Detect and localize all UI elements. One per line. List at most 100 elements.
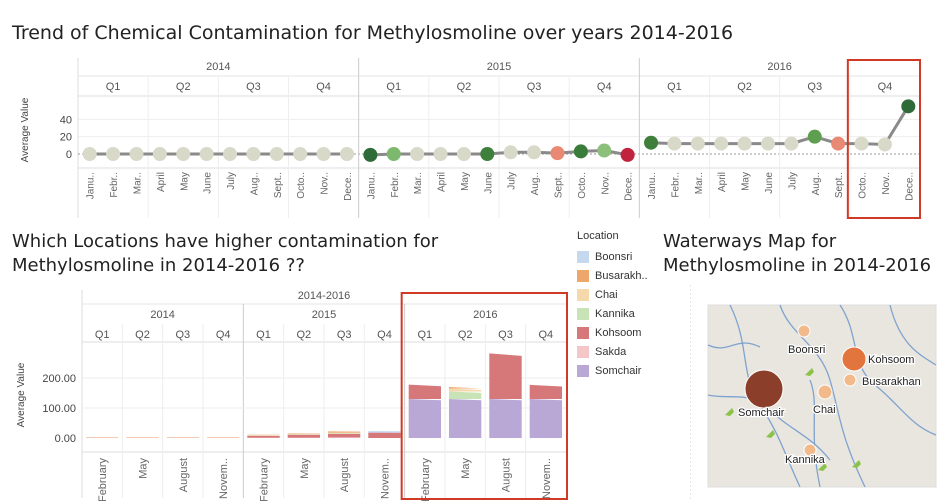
- quarter-label: Q1: [256, 329, 271, 341]
- data-point: [363, 147, 378, 162]
- legend-title: Location: [577, 230, 619, 242]
- x-tick-label: Nov..: [320, 172, 331, 195]
- x-tick-label: April: [156, 172, 167, 192]
- x-tick-label: Sept..: [554, 172, 565, 198]
- data-point: [760, 136, 775, 151]
- area-segment: [287, 433, 320, 435]
- data-point: [644, 135, 659, 150]
- legend-label: Boonsri: [595, 251, 633, 264]
- quarter-label: Q4: [538, 329, 553, 341]
- year-label: 2014: [206, 61, 230, 73]
- x-tick-label: June: [764, 172, 775, 194]
- data-point: [737, 136, 752, 151]
- quarter-label: Q3: [498, 329, 513, 341]
- data-point: [106, 147, 121, 161]
- quarter-label: Q2: [176, 81, 191, 93]
- y-tick-label: 40: [60, 114, 72, 126]
- area-segment: [449, 391, 482, 399]
- data-point: [386, 147, 401, 161]
- x-tick-label: Aug..: [249, 172, 260, 195]
- x-tick-label: May: [299, 458, 311, 479]
- sensor-marker: [766, 430, 775, 438]
- x-tick-label: May: [179, 172, 190, 191]
- year-label: 2014: [150, 309, 174, 321]
- location-bubble: [744, 369, 784, 409]
- quarter-label: Q3: [807, 81, 822, 93]
- x-tick-label: Aug..: [811, 172, 822, 195]
- location-bubble: [843, 373, 857, 387]
- legend-swatch: [577, 308, 589, 321]
- x-tick-label: Febr..: [390, 172, 401, 198]
- area-segment: [247, 435, 280, 438]
- x-tick-label: Nov..: [881, 172, 892, 195]
- legend-item[interactable]: Busarakh..: [577, 269, 648, 285]
- legend-label: Chai: [595, 289, 618, 302]
- x-tick-label: Dece..: [624, 172, 635, 201]
- y-tick-label: 200.00: [42, 373, 76, 385]
- map-title: Waterways Map for Methylosmoline in 2014…: [663, 231, 932, 276]
- area-segment: [408, 399, 441, 438]
- locations-area-chart: 2014-2016 2014 Q1 Q2 Q3 Q4 2015 Q1 Q2 Q3 Q4 2016 Q1 Q…: [16, 290, 568, 501]
- location-label: Somchair: [738, 407, 785, 419]
- data-point: [550, 146, 565, 161]
- x-tick-label: August: [501, 458, 513, 492]
- quarter-label: Q1: [106, 81, 121, 93]
- quarter-label: Q3: [527, 81, 542, 93]
- x-tick-label: Sept..: [834, 172, 845, 198]
- y-tick-label: 100.00: [42, 403, 76, 415]
- data-point: [877, 137, 892, 152]
- location-bubble: [797, 324, 811, 338]
- legend-item[interactable]: Chai: [577, 288, 618, 304]
- data-point: [667, 136, 682, 151]
- data-point: [597, 143, 612, 158]
- area-segment: [328, 437, 361, 438]
- data-point: [433, 147, 448, 161]
- legend-swatch: [577, 365, 589, 378]
- legend-item[interactable]: Sakda: [577, 345, 626, 361]
- area-segment: [328, 433, 361, 434]
- quarter-label: Q1: [386, 81, 401, 93]
- river-line: [889, 304, 937, 366]
- legend-swatch: [577, 270, 589, 283]
- location-label: Busarakhan: [862, 376, 921, 388]
- y-tick-label: 0: [66, 149, 72, 161]
- x-tick-label: Febr..: [670, 172, 681, 198]
- x-tick-label: Nov..: [600, 172, 611, 195]
- year-label: 2016: [767, 61, 791, 73]
- data-point: [269, 147, 284, 161]
- y-tick-label: 20: [60, 132, 72, 144]
- sensor-marker: [852, 460, 861, 468]
- legend-item[interactable]: Boonsri: [577, 250, 632, 266]
- x-tick-label: Febr..: [109, 172, 120, 198]
- sensor-marker: [805, 368, 814, 376]
- data-point: [784, 136, 799, 151]
- x-tick-label: Octo..: [858, 172, 869, 199]
- legend-label: Somchair: [595, 365, 642, 378]
- data-point: [527, 145, 542, 160]
- quarter-label: Q1: [667, 81, 682, 93]
- area-segment: [449, 399, 482, 438]
- legend-item[interactable]: Somchair: [577, 364, 641, 380]
- area-segment: [328, 433, 361, 438]
- area-segment: [368, 431, 401, 433]
- year-label: 2016: [473, 309, 497, 321]
- waterways-map[interactable]: Boonsri Kohsoom Busarakhan Somchair Chai Kann…: [690, 285, 940, 501]
- data-point: [246, 147, 261, 161]
- location-bubble: [841, 346, 867, 372]
- legend-item[interactable]: Kohsoom: [577, 326, 641, 342]
- x-tick-label: May: [460, 172, 471, 191]
- x-tick-label: April: [717, 172, 728, 192]
- quarter-label: Q2: [737, 81, 752, 93]
- x-tick-label: February: [97, 458, 109, 501]
- data-point: [199, 147, 214, 161]
- x-tick-label: Janu..: [86, 172, 97, 199]
- location-bubble: [817, 384, 833, 400]
- quarter-label: Q1: [417, 329, 432, 341]
- x-tick-label: Mar..: [133, 172, 144, 194]
- legend-item[interactable]: Kannika: [577, 307, 635, 323]
- x-tick-label: May: [741, 172, 752, 191]
- legend-label: Busarakh..: [595, 270, 648, 283]
- trend-chart-title: Trend of Chemical Contamination for Meth…: [12, 22, 734, 44]
- data-point: [573, 144, 588, 159]
- x-tick-label: Novem..: [218, 458, 230, 499]
